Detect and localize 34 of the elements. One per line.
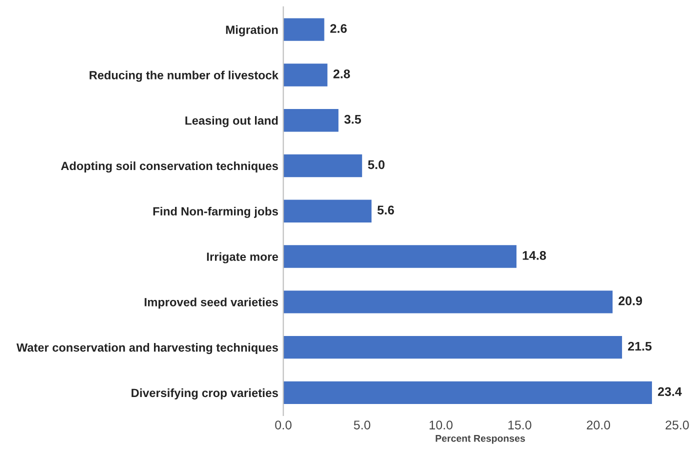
data-label: 5.6 [377,206,394,214]
x-tick-label: 0.0 [275,420,292,430]
y-tick-label: Improved seed varieties [144,298,278,309]
x-tick-label: 20.0 [586,420,610,430]
data-label: 23.4 [658,387,682,396]
bar [283,381,652,404]
y-tick-label: Reducing the number of livestock [90,70,278,82]
x-tick-label: 10.0 [430,420,453,430]
data-label: 2.6 [330,24,347,33]
bar [283,290,613,314]
x-axis-title: Percent Responses [436,435,525,444]
x-tick-label: 15.0 [508,420,532,430]
bar [283,245,516,268]
bar [283,154,362,178]
bar [283,336,622,359]
data-label: 5.0 [368,160,385,170]
data-label: 3.5 [344,114,362,124]
data-label: 21.5 [628,342,652,351]
y-tick-label: Adopting soil conservation techniques [60,161,278,173]
bar [283,200,372,222]
bar [283,18,324,41]
bar [283,64,328,86]
data-label: 14.8 [522,251,546,260]
bar [283,109,338,132]
data-label: 2.8 [333,69,350,78]
y-tick-label: Water conservation and harvesting techniques [16,343,278,354]
x-tick-label: 5.0 [354,420,370,430]
y-tick-label: Irrigate more [207,252,278,264]
y-tick-label: Diversifying crop varieties [132,388,278,400]
y-tick-label: Migration [226,25,278,36]
x-tick-label: 25.0 [666,420,689,430]
y-tick-label: Find Non-farming jobs [153,206,278,218]
data-label: 20.9 [618,296,642,306]
y-tick-label: Leasing out land [185,116,278,128]
